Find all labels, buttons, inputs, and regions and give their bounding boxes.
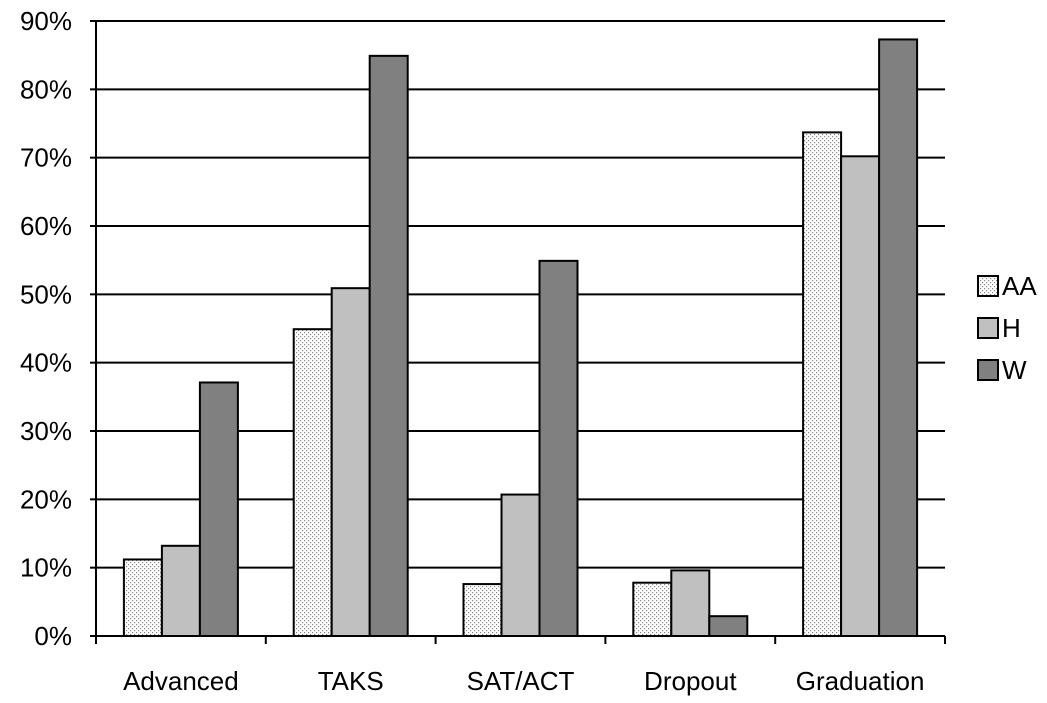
y-tick-label: 20% bbox=[20, 484, 72, 514]
bar-aa-graduation bbox=[802, 131, 843, 637]
x-tick-label: TAKS bbox=[318, 666, 384, 696]
y-tick-label: 90% bbox=[20, 6, 72, 36]
bar-aa-dropout bbox=[632, 581, 673, 638]
bar-aa-advanced bbox=[122, 558, 163, 638]
y-tick-label: 50% bbox=[20, 279, 72, 309]
legend-label-h: H bbox=[1002, 313, 1021, 343]
y-tick-label: 80% bbox=[20, 74, 72, 104]
bar-h-advanced bbox=[160, 544, 201, 637]
bar-w-dropout bbox=[708, 615, 749, 638]
bar-h-graduation bbox=[840, 155, 881, 638]
bar-w-graduation bbox=[878, 38, 919, 637]
x-tick-label: Graduation bbox=[796, 666, 925, 696]
y-tick-label: 60% bbox=[20, 211, 72, 241]
y-tick-label: 10% bbox=[20, 553, 72, 583]
bar-h-taks bbox=[330, 287, 371, 637]
bar-aa-sat-act bbox=[462, 583, 503, 637]
y-tick-label: 70% bbox=[20, 143, 72, 173]
legend-swatch-w bbox=[977, 359, 999, 381]
legend-label-w: W bbox=[1002, 355, 1027, 385]
x-tick-label: Advanced bbox=[123, 666, 239, 696]
y-tick-label: 30% bbox=[20, 416, 72, 446]
legend-label-aa: AA bbox=[1002, 271, 1037, 301]
y-tick-label: 0% bbox=[34, 621, 72, 651]
bar-w-taks bbox=[368, 54, 409, 638]
axes bbox=[90, 20, 946, 644]
x-tick-labels: Advanced TAKS SAT/ACT Dropout Graduation bbox=[123, 666, 924, 696]
x-tick-label: Dropout bbox=[644, 666, 737, 696]
bar-w-advanced bbox=[198, 381, 239, 637]
legend-swatch-h bbox=[977, 317, 999, 339]
legend-swatch-aa bbox=[977, 275, 999, 297]
y-tick-label: 40% bbox=[20, 348, 72, 378]
x-tick-label: SAT/ACT bbox=[467, 666, 575, 696]
bars bbox=[122, 38, 919, 638]
bar-h-dropout bbox=[670, 569, 711, 638]
bar-w-sat-act bbox=[538, 259, 579, 637]
y-tick-labels: 0% 10% 20% 30% 40% 50% 60% 70% 80% 90% bbox=[20, 6, 72, 651]
bar-h-sat-act bbox=[500, 493, 541, 637]
bar-aa-taks bbox=[292, 328, 333, 637]
legend: AA HW bbox=[977, 271, 1037, 385]
